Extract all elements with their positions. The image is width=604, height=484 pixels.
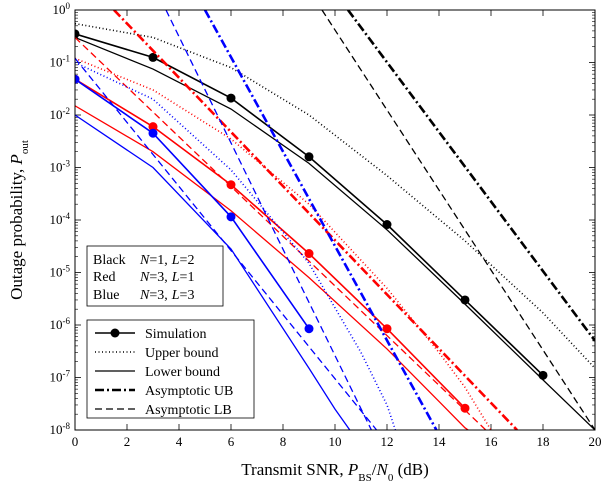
series-black-asymptotic-lb (321, 10, 595, 430)
x-tick-label: 16 (485, 434, 499, 449)
x-tick-label: 6 (228, 434, 235, 449)
series-blue-asymptotic-lb (165, 10, 372, 430)
series-black-lower-bound (75, 36, 595, 430)
config-red: Red N=3, L=1 (93, 270, 194, 285)
x-tick-label: 18 (537, 434, 550, 449)
series-blue-lower-bound (75, 114, 351, 430)
x-tick-label: 8 (280, 434, 287, 449)
data-point-black (460, 295, 470, 305)
x-tick-label: 0 (72, 434, 79, 449)
legend-item-upper-bound: Upper bound (95, 346, 219, 361)
data-point-red (226, 180, 236, 190)
data-point-blue (304, 324, 314, 334)
y-tick-label: 10-7 (50, 369, 71, 385)
y-tick-label: 10-4 (50, 211, 71, 227)
y-tick-label: 10-5 (50, 264, 71, 280)
series-blue-asymptotic-lb (75, 57, 378, 430)
svg-text:Asymptotic LB: Asymptotic LB (145, 403, 232, 418)
series-red-simulation (75, 78, 466, 409)
series-black-asymptotic-ub (346, 10, 595, 342)
config-blue: Blue N=3, L=3 (93, 288, 194, 303)
y-axis-label: Outage probability, Pout (7, 140, 31, 300)
legend-item-asymptotic-lb: Asymptotic LB (95, 403, 232, 418)
data-point-red (460, 403, 470, 413)
svg-text:Simulation: Simulation (145, 327, 206, 342)
data-point-black (382, 220, 392, 230)
svg-text:Lower bound: Lower bound (145, 365, 220, 380)
series-blue-asymptotic-ub (203, 10, 438, 430)
data-point-black (304, 152, 314, 162)
data-point-blue (75, 74, 80, 84)
series-red-upper-bound (75, 57, 492, 430)
data-point-red (382, 324, 392, 334)
y-tick-label: 100 (53, 1, 71, 17)
legend: Simulation Upper bound Lower bound Asymp… (86, 319, 255, 419)
x-tick-label: 10 (329, 434, 342, 449)
series-black-upper-bound (75, 22, 595, 369)
data-point-black (538, 370, 548, 380)
series-red-asymptotic-lb (75, 36, 487, 430)
svg-text:Asymptotic UB: Asymptotic UB (145, 384, 233, 399)
data-point-black (148, 52, 158, 62)
data-point-red (148, 122, 158, 132)
x-tick-label: 12 (381, 434, 394, 449)
series-red-lower-bound (75, 105, 470, 430)
svg-text:Upper bound: Upper bound (145, 346, 219, 361)
configuration-box: Black N=1, L=2 Red N=3, L=1 Blue N=3, L=3 (86, 245, 224, 307)
legend-item-asymptotic-ub: Asymptotic UB (95, 384, 233, 399)
y-tick-label: 10-8 (50, 421, 71, 437)
plot-frame (74, 9, 596, 431)
x-tick-label: 20 (589, 434, 602, 449)
y-tick-label: 10-6 (50, 316, 71, 332)
data-point-blue (148, 128, 158, 138)
legend-item-simulation: Simulation (95, 327, 206, 342)
y-tick-label: 10-3 (50, 159, 71, 175)
data-point-red (304, 249, 314, 259)
x-tick-label: 2 (124, 434, 131, 449)
config-black: Black N=1, L=2 (93, 253, 194, 268)
data-series (75, 10, 595, 430)
x-axis-label: Transmit SNR, PBS/N0 (dB) (241, 460, 428, 484)
tick-labels: 0 2 4 6 8 10 12 14 16 18 20 100 10-1 10-2 10-3 10-4 10-5… (50, 1, 602, 449)
legend-item-lower-bound: Lower bound (95, 365, 220, 380)
series-red-asymptotic-ub (113, 10, 518, 430)
x-tick-label: 4 (176, 434, 183, 449)
y-tick-label: 10-2 (50, 106, 71, 122)
y-tick-label: 10-1 (50, 54, 71, 70)
x-tick-label: 14 (433, 434, 447, 449)
data-point-blue (226, 212, 236, 222)
data-point-black (226, 93, 236, 103)
data-point-black (75, 29, 80, 39)
